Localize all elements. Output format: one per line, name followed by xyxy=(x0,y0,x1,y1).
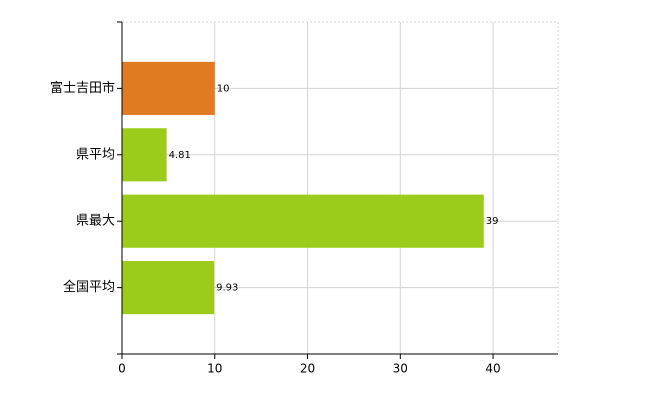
x-tick-label: 0 xyxy=(118,362,126,376)
value-label: 4.81 xyxy=(169,150,191,161)
x-tick-label: 20 xyxy=(300,362,315,376)
bar xyxy=(122,194,484,248)
y-tick-label: 富士吉田市 xyxy=(50,80,115,96)
y-tick-label: 県平均 xyxy=(76,147,115,162)
x-tick-label: 30 xyxy=(393,362,408,376)
y-tick-label: 全国平均 xyxy=(63,279,115,295)
value-label: 9.93 xyxy=(216,283,238,294)
x-tick-label: 10 xyxy=(207,362,222,376)
bar xyxy=(122,128,167,182)
bar xyxy=(122,261,215,315)
value-label: 10 xyxy=(217,83,230,94)
bar xyxy=(122,61,215,115)
x-tick-label: 40 xyxy=(485,362,500,376)
value-label: 39 xyxy=(486,216,499,227)
y-tick-label: 県最大 xyxy=(76,214,115,229)
